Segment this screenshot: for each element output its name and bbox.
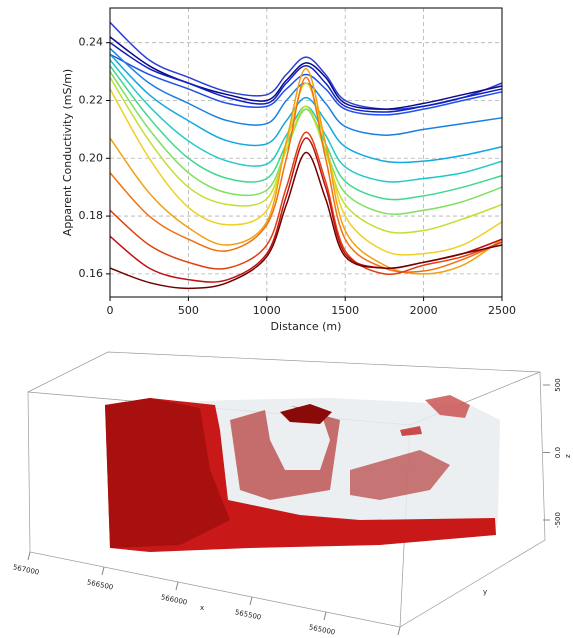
- y-tick-label: 0.24: [79, 36, 104, 49]
- x-axis-label: x: [200, 604, 204, 612]
- x-tick-label: 2500: [488, 304, 516, 317]
- x-tick-label: 1500: [331, 304, 359, 317]
- y-tick-label: 0.16: [79, 267, 104, 280]
- volume-render: [27, 351, 546, 628]
- series-line: [109, 76, 503, 273]
- x-axis-label: Distance (m): [271, 320, 342, 333]
- z-axis-label: z: [564, 454, 572, 458]
- series-line: [109, 82, 503, 256]
- z-tick-label: -500: [554, 512, 562, 528]
- x-tick-label: 566000: [160, 593, 188, 606]
- series-line: [109, 53, 503, 164]
- tick-mark: [175, 581, 179, 591]
- tick-mark: [397, 626, 401, 636]
- x-tick-label: 2000: [410, 304, 438, 317]
- tick-mark: [101, 566, 105, 576]
- surface-mid: [230, 406, 340, 500]
- tick-mark: [27, 551, 31, 561]
- series-line: [109, 59, 503, 183]
- x-tick-label: 1000: [253, 304, 281, 317]
- x-tick-label: 500: [178, 304, 199, 317]
- z-tick-label: 0.0: [554, 447, 562, 458]
- y-tick-label: 0.22: [79, 93, 104, 106]
- series-line: [109, 53, 503, 116]
- surface-dark: [105, 398, 230, 548]
- surface-patch: [400, 426, 422, 436]
- series-line: [109, 42, 503, 113]
- surface-patch: [425, 395, 470, 418]
- tick-mark: [249, 596, 253, 606]
- tick-mark: [323, 611, 327, 621]
- x-tick-label: 565500: [234, 608, 262, 621]
- series-line: [109, 47, 503, 136]
- surface-patch: [350, 450, 450, 500]
- z-tick-label: 500: [554, 378, 562, 391]
- y-axis-label: Apparent Conductivity (mS/m): [61, 69, 74, 236]
- series-line: [109, 76, 503, 234]
- series-line: [109, 71, 503, 215]
- x-tick-label: 565000: [308, 623, 336, 636]
- x-tick-label: 0: [107, 304, 114, 317]
- y-tick-label: 0.20: [79, 151, 104, 164]
- x-tick-label: 566500: [86, 578, 114, 591]
- y-tick-label: 0.18: [79, 209, 104, 222]
- plot-frame: [109, 7, 503, 298]
- series-line: [109, 67, 503, 275]
- x-tick-label: 567000: [12, 563, 40, 576]
- y-axis-label: y: [483, 588, 487, 596]
- series-line: [109, 151, 503, 290]
- series-line: [109, 131, 503, 276]
- surface-top: [280, 404, 332, 424]
